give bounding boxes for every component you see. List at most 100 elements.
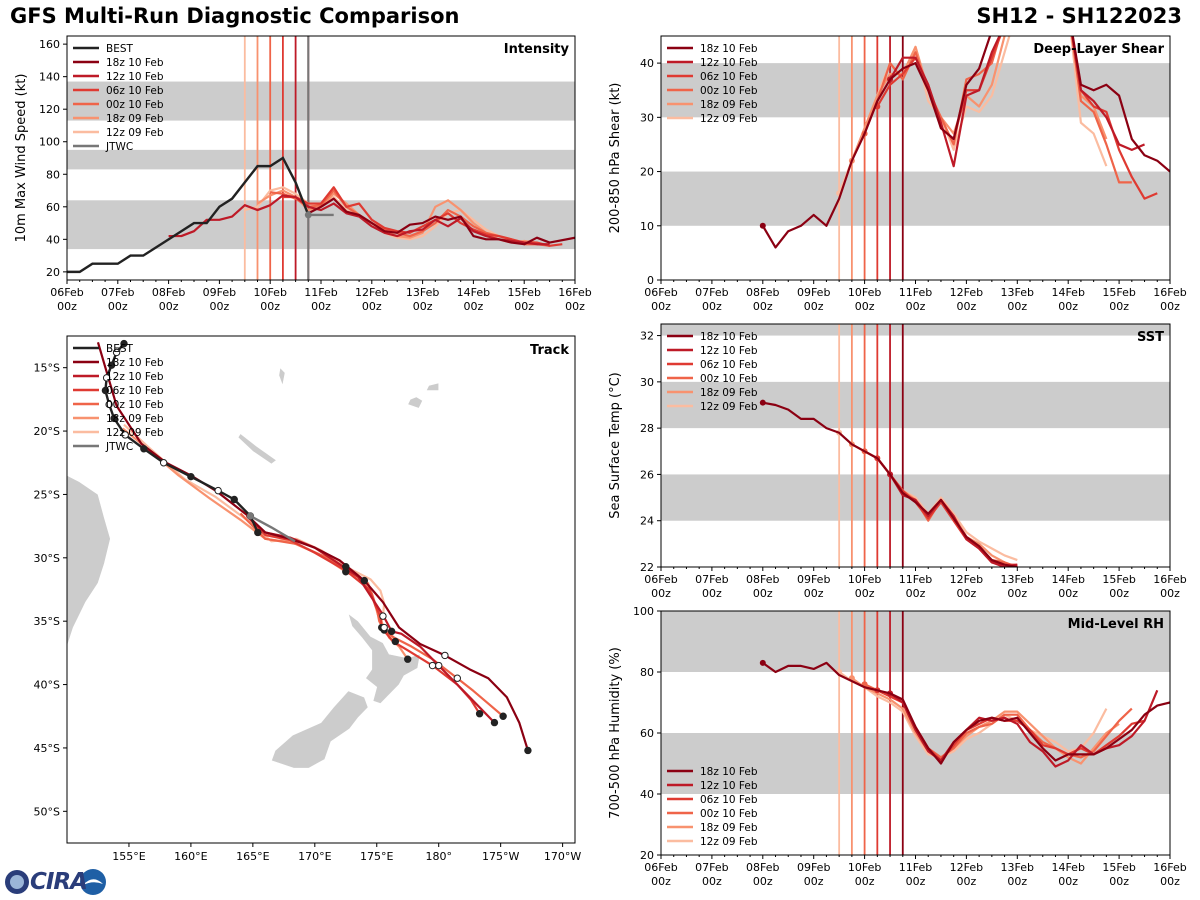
shaded-band: [661, 171, 1170, 226]
best-track-point: [214, 486, 222, 495]
track-position-marker: [499, 712, 507, 720]
x-tick-label: 00z: [804, 587, 824, 600]
track-00z-10-feb: [239, 512, 504, 718]
best-track-point: [102, 374, 111, 382]
x-tick-label: 10Feb: [848, 573, 881, 586]
x-tick-label: 00z: [1160, 300, 1180, 313]
x-tick-label: 16Feb: [1153, 573, 1186, 586]
series-00z-10-feb: [863, 36, 1132, 184]
x-tick-label: 10Feb: [848, 861, 881, 874]
lat-tick-label: 40°S: [34, 679, 60, 692]
x-tick-label: 06Feb: [644, 286, 677, 299]
x-tick-label: 16Feb: [558, 286, 591, 299]
legend-label-12z-10-feb: 12z 10 Feb: [700, 780, 758, 792]
x-tick-label: 00z: [1058, 300, 1078, 313]
x-tick-label: 11Feb: [899, 573, 932, 586]
track-position-marker: [453, 674, 461, 682]
lat-tick-label: 20°S: [34, 425, 60, 438]
x-tick-label: 12Feb: [950, 861, 983, 874]
x-tick-label: 09Feb: [797, 861, 830, 874]
series-18z-10-feb: [307, 197, 575, 246]
axes-frame: [66, 335, 576, 844]
x-tick-label: 07Feb: [695, 286, 728, 299]
jtwc-point: [304, 211, 312, 219]
jtwc-point: [246, 512, 254, 520]
x-tick-label: 00z: [855, 587, 875, 600]
x-tick-label: 15Feb: [1102, 861, 1135, 874]
y-tick-label: 80: [640, 666, 654, 679]
track-position-marker: [524, 746, 532, 755]
x-tick-label: 00z: [1058, 875, 1078, 888]
legend-label-00z-10-feb: 00z 10 Feb: [106, 99, 164, 111]
x-tick-label: 00z: [210, 300, 230, 313]
track-jtwc: [249, 514, 296, 543]
x-tick-label: 00z: [108, 300, 128, 313]
x-tick-label: 08Feb: [746, 573, 779, 586]
best-track-point: [112, 348, 121, 357]
series-18z-10-feb: [762, 401, 1018, 567]
shaded-band: [67, 149, 575, 170]
figure-title: GFS Multi-Run Diagnostic Comparison: [10, 4, 460, 28]
track-position-marker: [428, 661, 437, 670]
x-tick-label: 08Feb: [152, 286, 185, 299]
y-tick-label: 22: [640, 561, 654, 574]
legend-label-best: BEST: [106, 343, 134, 355]
x-tick-label: 14Feb: [1051, 573, 1084, 586]
best-track-point: [140, 445, 148, 453]
cira-logo: CIRA: [4, 866, 108, 898]
y-axis-label: 200-850 hPa Shear (kt): [608, 83, 623, 234]
track-position-marker: [435, 661, 443, 670]
legend-label-06z-10-feb: 06z 10 Feb: [700, 71, 758, 83]
x-tick-label: 13Feb: [1001, 286, 1034, 299]
x-tick-label: 06Feb: [644, 861, 677, 874]
legend-label-18z-10-feb: 18z 10 Feb: [700, 43, 758, 55]
x-tick-label: 07Feb: [695, 861, 728, 874]
x-tick-label: 00z: [702, 875, 722, 888]
lon-tick-label: 165°E: [236, 850, 269, 863]
legend-label-best: BEST: [106, 43, 134, 55]
x-tick-label: 00z: [464, 300, 484, 313]
x-tick-label: 00z: [651, 300, 671, 313]
y-tick-label: 120: [39, 103, 60, 116]
x-tick-label: 08Feb: [746, 861, 779, 874]
y-tick-label: 20: [640, 849, 654, 862]
x-tick-label: 00z: [906, 300, 926, 313]
x-tick-label: 00z: [957, 587, 977, 600]
y-tick-label: 28: [640, 422, 654, 435]
x-tick-label: 07Feb: [695, 573, 728, 586]
x-tick-label: 15Feb: [507, 286, 540, 299]
legend-label-12z-10-feb: 12z 10 Feb: [106, 71, 164, 83]
legend-label-00z-10-feb: 00z 10 Feb: [106, 399, 164, 411]
y-tick-label: 40: [640, 788, 654, 801]
best-track-point: [254, 528, 262, 537]
shaded-band: [661, 611, 1170, 672]
legend-label-18z-10-feb: 18z 10 Feb: [700, 331, 758, 343]
x-tick-label: 06Feb: [644, 573, 677, 586]
x-tick-label: 00z: [906, 875, 926, 888]
x-tick-label: 00z: [413, 300, 433, 313]
best-track-point: [121, 431, 129, 439]
y-tick-label: 60: [640, 727, 654, 740]
shaded-band: [661, 63, 1170, 118]
track-position-marker: [360, 576, 369, 585]
legend-label-jtwc: JTWC: [105, 141, 133, 153]
panel-title: Track: [530, 343, 569, 358]
shaded-band: [661, 324, 1170, 336]
x-tick-label: 09Feb: [203, 286, 236, 299]
best-track-point: [187, 472, 195, 481]
y-tick-label: 100: [633, 605, 654, 618]
legend-label-18z-09-feb: 18z 09 Feb: [106, 413, 164, 425]
y-axis-label: 700-500 hPa Humidity (%): [608, 647, 623, 819]
x-tick-label: 00z: [311, 300, 331, 313]
legend-label-12z-09-feb: 12z 09 Feb: [106, 127, 164, 139]
x-tick-label: 12Feb: [950, 573, 983, 586]
x-tick-label: 11Feb: [899, 861, 932, 874]
x-tick-label: 00z: [753, 587, 773, 600]
x-tick-label: 00z: [651, 587, 671, 600]
logo-text: CIRA: [30, 869, 88, 895]
best-track-point: [107, 361, 116, 369]
lon-tick-label: 170°E: [298, 850, 331, 863]
best-track-point: [105, 400, 113, 409]
x-tick-label: 11Feb: [899, 286, 932, 299]
series-18z-10-feb: [761, 36, 1170, 249]
